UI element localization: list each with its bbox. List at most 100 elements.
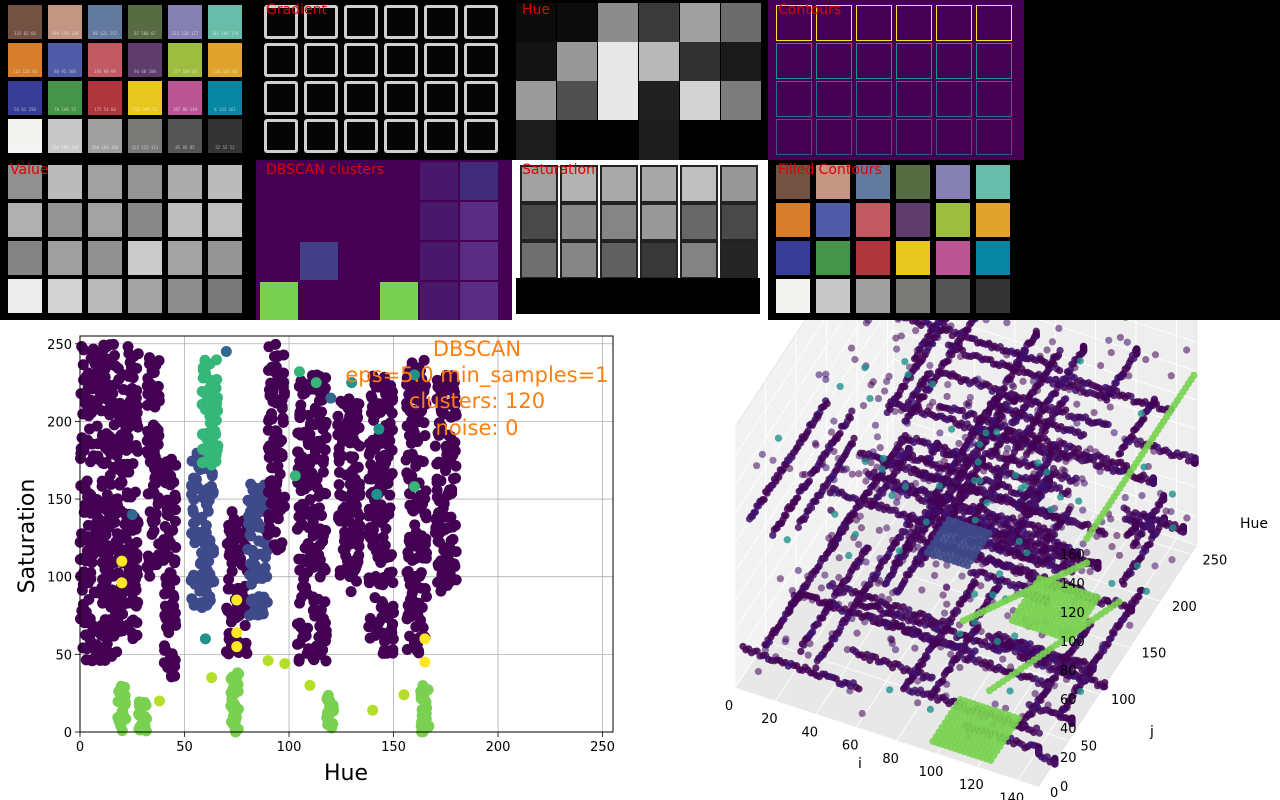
swatch-cell xyxy=(304,119,338,153)
swatch-cell xyxy=(856,81,892,117)
scatter-point xyxy=(98,499,110,511)
panel-value: Value xyxy=(0,160,256,320)
scatter-point xyxy=(99,384,111,396)
scatter-point xyxy=(377,627,389,639)
scatter-point xyxy=(220,346,232,358)
annotation-line: DBSCAN xyxy=(433,337,521,361)
y-tick-label: 200 xyxy=(47,415,72,430)
scatter-point xyxy=(372,542,384,554)
swatch-cell: 122 122 121 xyxy=(128,119,162,153)
3d-point xyxy=(913,669,921,677)
scatter-point xyxy=(450,546,462,558)
scatter-point xyxy=(81,476,93,488)
3d-point xyxy=(1091,676,1099,684)
swatch-cell xyxy=(896,241,930,275)
swatch-rgb-label: 52 52 52 xyxy=(215,145,235,150)
scatter-point xyxy=(295,399,307,411)
scatter-point xyxy=(148,525,160,537)
scatter-point xyxy=(408,481,420,493)
scatter-point xyxy=(279,658,291,670)
swatch-cell xyxy=(424,119,458,153)
swatch-cell xyxy=(936,241,970,275)
scatter-point xyxy=(166,648,178,660)
scatter-point xyxy=(163,499,175,511)
scatter-point xyxy=(266,361,278,373)
scatter-point xyxy=(192,481,204,493)
swatch-cell: 175 54 60 xyxy=(88,81,122,115)
swatch-cell: 224 163 46 xyxy=(208,43,242,77)
scatter-point xyxy=(337,503,349,515)
swatch-cell xyxy=(598,3,638,43)
swatch-rgb-label: 56 61 150 xyxy=(14,107,36,112)
swatch-cell xyxy=(560,203,598,241)
swatch-cell xyxy=(48,203,82,237)
scatter-point xyxy=(350,500,362,512)
scatter-point xyxy=(373,423,385,435)
swatch-rgb-label: 98 122 157 xyxy=(92,31,118,36)
scatter-point xyxy=(418,354,430,366)
swatch-cell xyxy=(464,81,498,115)
scatter-point xyxy=(447,533,459,545)
swatch-cell: 157 188 64 xyxy=(168,43,202,77)
scatter-point xyxy=(441,449,453,461)
swatch-cell xyxy=(48,279,82,313)
3d-point xyxy=(834,534,843,543)
scatter-point xyxy=(407,404,419,416)
scatter-point xyxy=(386,566,398,578)
scatter-point xyxy=(212,440,224,452)
y-tick-label: 50 xyxy=(55,648,72,663)
swatch-cell xyxy=(420,282,458,320)
scatter-point xyxy=(124,395,136,407)
scatter-point xyxy=(201,599,213,611)
swatch-cell xyxy=(380,282,418,320)
grid-z xyxy=(1038,320,1197,372)
swatch-cell xyxy=(8,279,42,313)
scatter-point xyxy=(309,610,321,622)
swatch-cell xyxy=(557,120,597,160)
3d-point xyxy=(826,640,835,649)
panel-title: DBSCAN clusters xyxy=(266,162,385,178)
scatter-point xyxy=(130,573,142,585)
swatch-cell xyxy=(856,119,892,155)
panel-saturation: Saturation xyxy=(512,160,768,320)
scatter-point xyxy=(435,585,447,597)
scatter-point xyxy=(322,719,334,731)
scatter-point xyxy=(153,695,165,707)
scatter-point xyxy=(159,466,171,478)
scatter-point xyxy=(292,446,304,458)
scatter-point xyxy=(308,596,320,608)
scatter-point xyxy=(204,534,216,546)
panel-hue: Hue xyxy=(512,0,768,160)
scatter-point xyxy=(343,536,355,548)
swatch-cell xyxy=(384,5,418,39)
scatter-point xyxy=(307,513,319,525)
swatch-cell: 85 85 85 xyxy=(168,119,202,153)
scatter-point xyxy=(168,459,180,471)
scatter-point xyxy=(158,554,170,566)
swatch-cell xyxy=(168,279,202,313)
swatch-cell xyxy=(936,279,970,313)
scatter-point xyxy=(317,644,329,656)
swatch-rgb-label: 193 90 99 xyxy=(94,69,116,74)
3d-point xyxy=(1138,530,1146,538)
panel-original: 115 82 68 194 150 130 98 122 157 87 108 67 1… xyxy=(0,0,256,160)
scatter-point xyxy=(377,647,389,659)
swatch-cell xyxy=(340,282,378,320)
swatch-cell: 214 126 44 xyxy=(8,43,42,77)
swatch-cell: 8 133 161 xyxy=(208,81,242,115)
scatter-point xyxy=(312,408,324,420)
scatter-point xyxy=(96,405,108,417)
scatter-point xyxy=(85,369,97,381)
swatch-cell xyxy=(721,81,761,121)
3d-point xyxy=(897,533,905,542)
swatch-rgb-label: 70 148 73 xyxy=(54,107,76,112)
annotation-line: eps=5.0 min_samples=1 xyxy=(345,363,608,388)
scatter-point xyxy=(203,486,215,498)
scatter-point xyxy=(264,388,276,400)
swatch-cell xyxy=(464,43,498,77)
swatch-cell xyxy=(168,241,202,275)
swatch-cell xyxy=(516,81,556,121)
scatter-point xyxy=(226,694,238,706)
scatter-point xyxy=(382,429,394,441)
swatch-cell xyxy=(856,203,890,237)
